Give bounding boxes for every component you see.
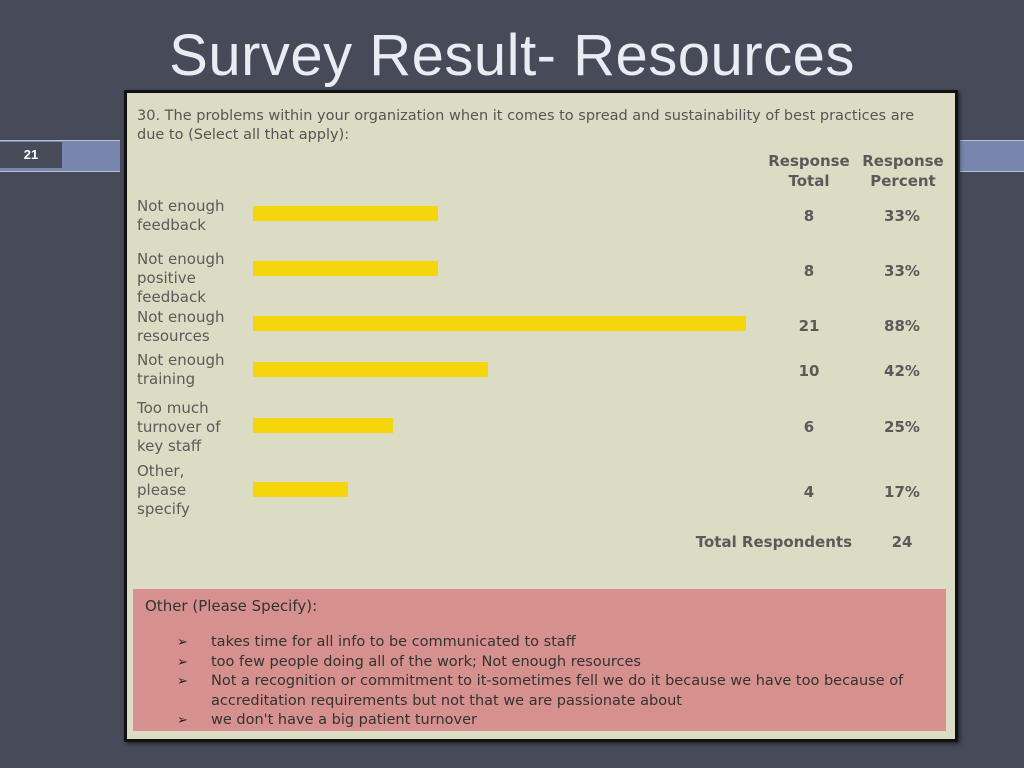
category-label-line: Other, xyxy=(137,462,185,480)
category-label-line: resources xyxy=(137,327,210,345)
arrow-bullet-icon: ➢ xyxy=(177,713,188,728)
response-percent: 33% xyxy=(884,207,920,225)
category-label: Not enough feedback xyxy=(137,197,247,235)
bar xyxy=(253,261,438,276)
response-total: 6 xyxy=(803,418,815,436)
other-response-text: takes time for all info to be communicat… xyxy=(211,634,576,650)
category-label-line: positive xyxy=(137,269,196,287)
category-label: Not enough positive feedback xyxy=(137,250,247,307)
column-header-percent-line-1: Response xyxy=(862,152,944,170)
category-label-line: feedback xyxy=(137,216,206,234)
category-label-line: key staff xyxy=(137,437,202,455)
category-label-line: Not enough xyxy=(137,197,225,215)
column-header-total-line-1: Response xyxy=(768,152,850,170)
response-percent: 88% xyxy=(884,317,920,335)
other-response-item: ➢ too few people doing all of the work; N… xyxy=(177,653,937,673)
response-percent: 25% xyxy=(884,418,920,436)
bar xyxy=(253,418,393,433)
response-percent: 17% xyxy=(884,483,920,501)
category-label-line: Not enough xyxy=(137,308,225,326)
category-label-line: please xyxy=(137,481,187,499)
bar xyxy=(253,482,349,497)
response-total: 8 xyxy=(803,207,815,225)
header-band-right xyxy=(960,140,1024,172)
other-response-text: Not a recognition or commitment to it-so… xyxy=(211,673,904,709)
category-label-line: turnover of xyxy=(137,418,221,436)
survey-panel: 30. The problems within your organizatio… xyxy=(124,90,958,742)
total-respondents-label: Total Respondents xyxy=(695,533,852,551)
slide-number: 21 xyxy=(0,142,62,168)
arrow-bullet-icon: ➢ xyxy=(177,674,188,689)
column-header-percent-line-2: Percent xyxy=(870,172,936,190)
category-label: Not enough training xyxy=(137,351,247,389)
bar xyxy=(253,362,489,377)
other-response-text: too few people doing all of the work; No… xyxy=(211,653,641,670)
arrow-bullet-icon: ➢ xyxy=(177,654,188,670)
category-label-line: Too much xyxy=(137,399,209,417)
category-label: Other, please specify xyxy=(137,462,247,519)
category-label-line: specify xyxy=(137,500,190,518)
other-response-item: ➢ Not a recognition or commitment to it-s… xyxy=(177,672,937,711)
response-total: 8 xyxy=(803,262,815,280)
response-total: 4 xyxy=(803,483,815,501)
category-label: Too much turnover of key staff xyxy=(137,399,247,456)
bar xyxy=(253,206,438,221)
other-response-item: ➢ takes time for all info to be communica… xyxy=(177,633,937,653)
response-percent: 33% xyxy=(884,262,920,280)
category-label-line: feedback xyxy=(137,288,206,306)
column-header-percent: Response Percent xyxy=(857,151,949,191)
column-header-total: Response Total xyxy=(761,151,857,191)
response-total: 10 xyxy=(798,362,820,380)
slide-title: Survey Result- Resources xyxy=(169,23,855,88)
category-label: Not enough resources xyxy=(137,308,247,346)
response-percent: 42% xyxy=(884,362,920,380)
question-text: 30. The problems within your organizatio… xyxy=(137,108,915,143)
total-respondents-value: 24 xyxy=(891,533,913,551)
category-label-line: training xyxy=(137,370,196,388)
other-response-text: we don't have a big patient turnover xyxy=(211,712,477,728)
bar xyxy=(253,316,746,331)
column-header-total-line-2: Total xyxy=(788,172,830,190)
category-label-line: Not enough xyxy=(137,250,225,268)
other-response-item: ➢ we don't have a big patient turnover xyxy=(177,711,937,731)
arrow-bullet-icon: ➢ xyxy=(177,635,188,650)
category-label-line: Not enough xyxy=(137,351,225,369)
other-responses-list: ➢ takes time for all info to be communica… xyxy=(177,633,937,731)
other-responses-box: Other (Please Specify): ➢ takes time for … xyxy=(133,589,946,731)
response-total: 21 xyxy=(798,317,820,335)
other-responses-title: Other (Please Specify): xyxy=(145,597,318,615)
